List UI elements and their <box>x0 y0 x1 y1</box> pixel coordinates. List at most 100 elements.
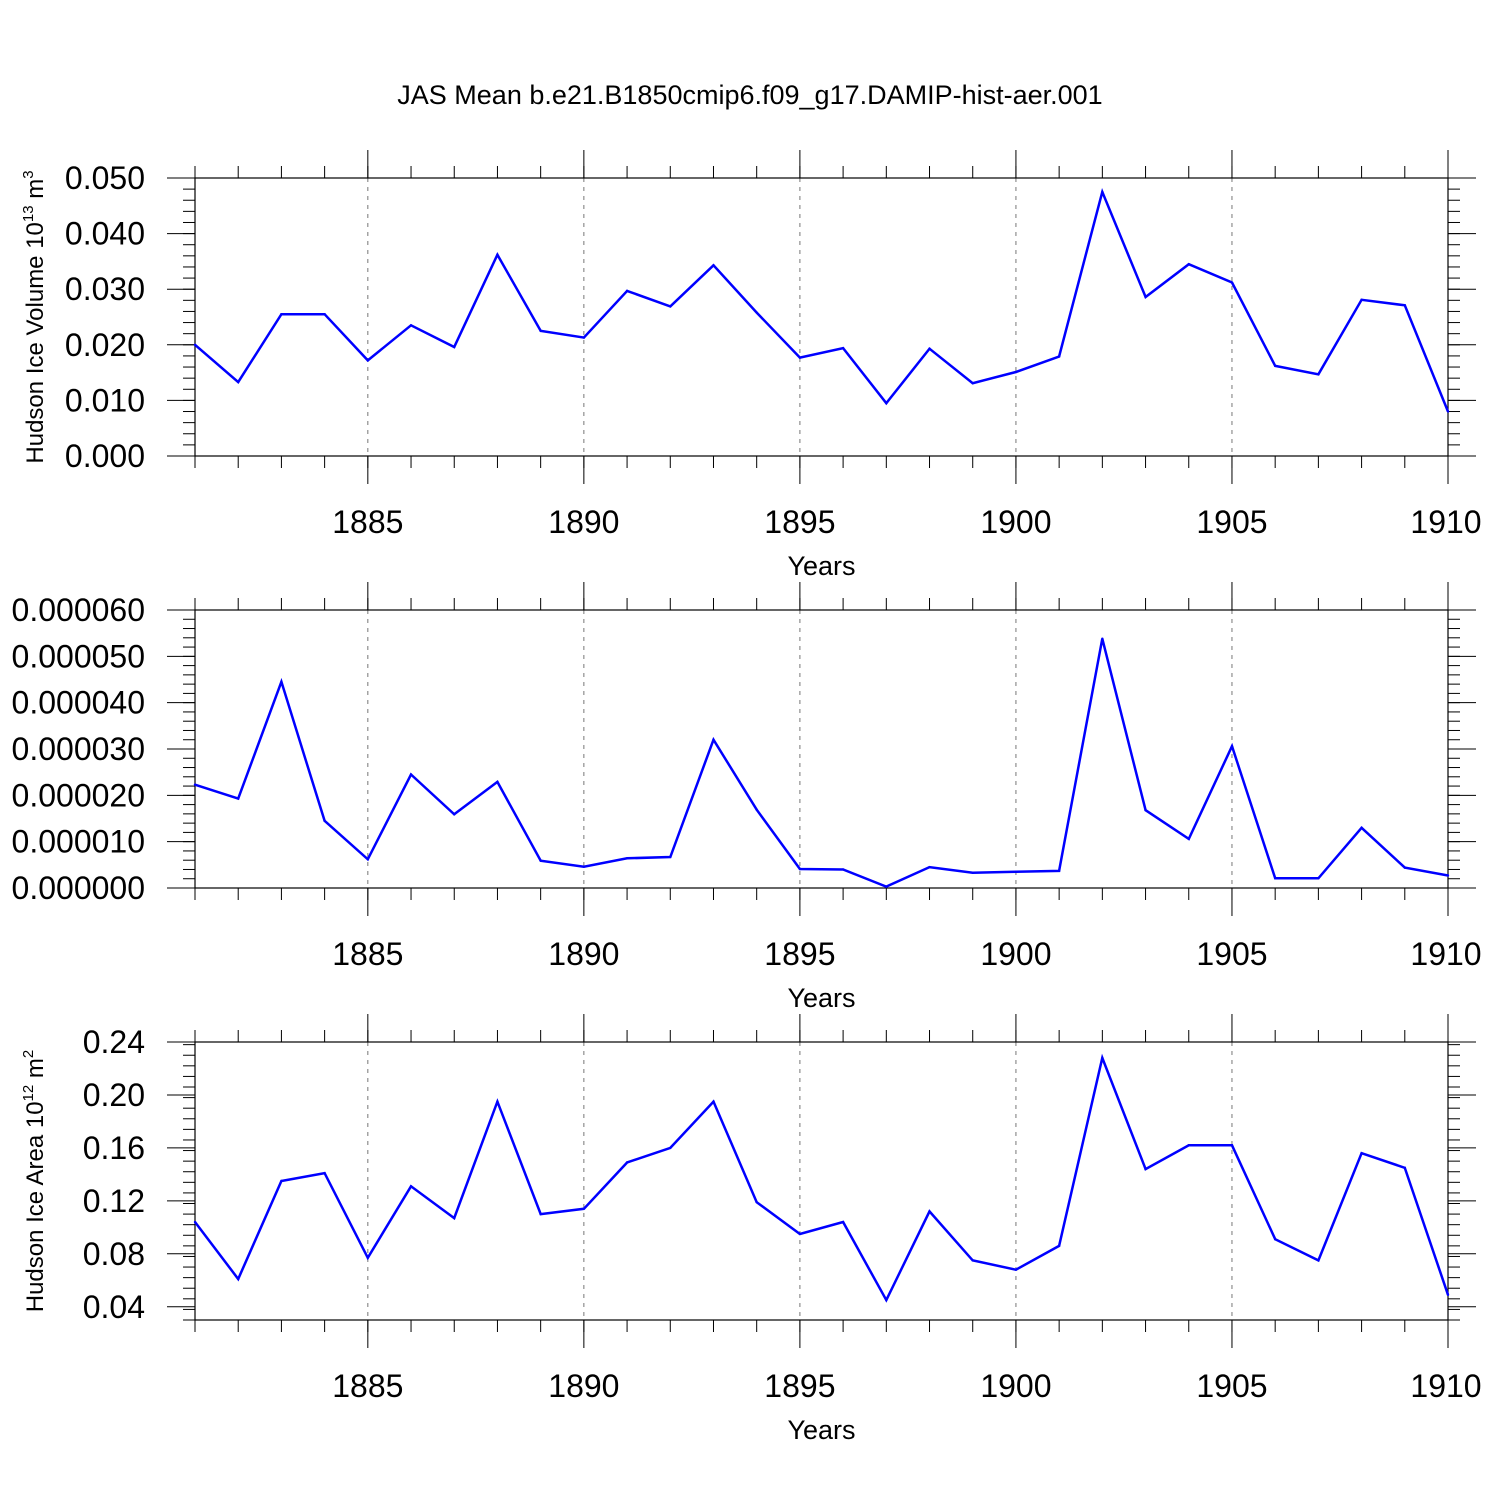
data-point <box>885 401 888 405</box>
data-point <box>539 329 542 333</box>
y-tick-label: 0.000000 <box>12 870 145 906</box>
data-point <box>928 1210 931 1213</box>
x-tick-label: 1910 <box>1410 504 1481 540</box>
x-tick-label: 1905 <box>1196 936 1267 972</box>
y-tick-label: 0.000040 <box>12 685 145 721</box>
data-point <box>1230 281 1234 284</box>
chart-panel-2: 1885 1890 1895 1900 1905 1910 0.000000 0.000010… <box>12 582 1482 1013</box>
data-point <box>366 858 370 861</box>
data-point <box>1360 298 1363 301</box>
x-tick-label: 1900 <box>980 1368 1051 1404</box>
data-point <box>1014 870 1018 873</box>
y-axis-title: Hudson Ice Volume 1013 m3 <box>20 170 49 463</box>
data-point <box>1403 304 1406 307</box>
data-point <box>712 1100 715 1103</box>
data-point <box>1144 808 1147 812</box>
data-point <box>1273 1238 1277 1241</box>
x-tick-label: 1905 <box>1196 504 1267 540</box>
data-point <box>453 1216 456 1220</box>
data-point <box>1317 1259 1320 1262</box>
data-point <box>582 336 586 339</box>
x-tick-label: 1885 <box>332 936 403 972</box>
data-point <box>496 780 499 784</box>
chart-panel-1: 1885 1890 1895 1900 1905 1910 0.000 0.010 0.020 0… <box>20 150 1482 581</box>
y-tick-label: 0.000060 <box>12 592 145 628</box>
data-point <box>669 855 672 859</box>
data-point <box>323 1171 326 1175</box>
data-point <box>1057 869 1061 873</box>
data-point <box>1101 1056 1104 1060</box>
data-point <box>928 865 931 869</box>
data-point <box>928 347 931 350</box>
data-point <box>669 1146 672 1150</box>
x-tick-label: 1895 <box>764 504 835 540</box>
y-tick-label: 0.16 <box>83 1130 145 1166</box>
data-point <box>1144 295 1147 299</box>
data-point <box>971 381 974 385</box>
data-point <box>323 819 326 823</box>
data-point <box>1273 877 1277 880</box>
series-line <box>194 1053 1450 1303</box>
data-point <box>1360 826 1363 829</box>
data-point <box>582 865 586 868</box>
data-point <box>1230 1144 1234 1147</box>
data-point <box>1273 364 1277 368</box>
x-tick-label: 1900 <box>980 504 1051 540</box>
series-line <box>194 187 1450 412</box>
data-point <box>1317 877 1320 880</box>
data-point <box>625 289 629 293</box>
data-point <box>798 356 802 359</box>
y-tick-label: 0.12 <box>83 1183 145 1219</box>
y-tick-label: 0.000050 <box>12 638 145 674</box>
data-point <box>193 343 197 346</box>
data-point <box>323 313 326 316</box>
plot-frame <box>194 609 1449 889</box>
data-point <box>1230 745 1234 748</box>
data-point <box>1187 1144 1190 1147</box>
data-point <box>1446 1293 1450 1297</box>
y-tick-label: 0.020 <box>65 327 145 363</box>
y-tick-label: 0.050 <box>65 160 145 196</box>
data-point <box>582 1207 586 1211</box>
y-tick-label: 0.04 <box>83 1289 145 1325</box>
y-tick-label: 0.08 <box>83 1236 145 1272</box>
data-point <box>1014 1268 1018 1271</box>
data-point <box>280 1179 283 1183</box>
data-point <box>625 857 629 860</box>
data-point <box>237 1277 240 1281</box>
data-point <box>1014 370 1018 374</box>
plot-frame <box>194 177 1449 457</box>
data-point <box>885 885 888 888</box>
data-point <box>496 1100 499 1103</box>
data-point <box>712 264 715 267</box>
data-point <box>366 359 370 362</box>
data-point <box>798 1232 802 1236</box>
data-point <box>669 305 672 308</box>
y-tick-label: 0.040 <box>65 216 145 252</box>
x-tick-label: 1890 <box>548 504 619 540</box>
data-point <box>755 808 758 811</box>
data-point <box>1057 1244 1061 1248</box>
data-point <box>193 783 197 786</box>
data-point <box>280 680 283 684</box>
y-tick-label: 0.030 <box>65 271 145 307</box>
series-line <box>194 638 1449 888</box>
data-point <box>1144 1167 1147 1171</box>
y-tick-label: 0.010 <box>65 382 145 418</box>
x-tick-label: 1910 <box>1410 1368 1481 1404</box>
data-point <box>1446 874 1450 877</box>
x-tick-label: 1890 <box>548 936 619 972</box>
data-point <box>625 1161 629 1164</box>
x-tick-label: 1890 <box>548 1368 619 1404</box>
chart-panel-3: 1885 1890 1895 1900 1905 1910 0.04 0.08 0.12 0.16… <box>20 1014 1482 1445</box>
data-point <box>1101 190 1104 194</box>
x-axis-title: Years <box>787 551 855 581</box>
data-point <box>366 1256 370 1259</box>
y-tick-label: 0.000010 <box>12 824 145 860</box>
y-tick-label: 0.20 <box>83 1077 145 1113</box>
data-point <box>885 1298 888 1302</box>
data-point <box>193 1220 197 1224</box>
x-tick-label: 1895 <box>764 1368 835 1404</box>
y-tick-label: 0.000020 <box>12 777 145 813</box>
data-point <box>1446 410 1450 413</box>
